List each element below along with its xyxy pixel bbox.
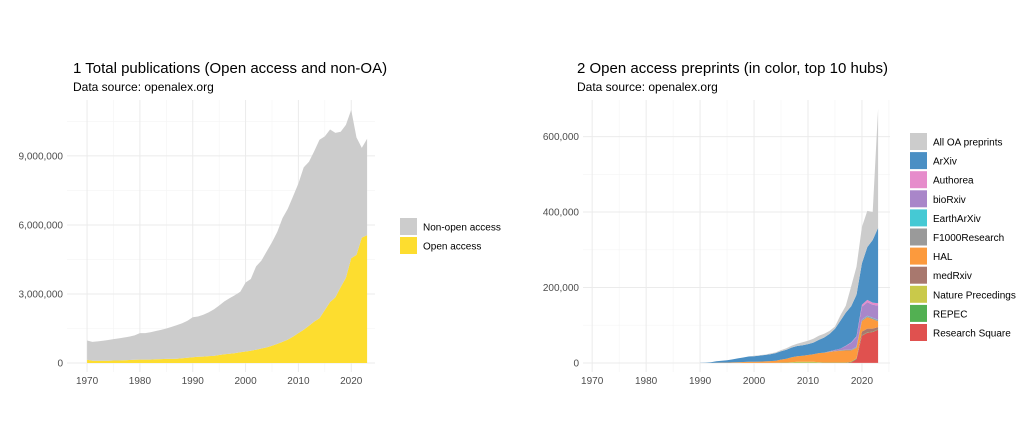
legend-label: REPEC [933,309,967,320]
x-tick-label: 2020 [340,376,363,387]
x-tick-label: 1980 [635,376,658,387]
legend-key [910,190,927,208]
legend-key [400,218,417,235]
legend-label: Open access [423,242,481,253]
x-tick-label: 2000 [234,376,257,387]
chart-title: 2 Open access preprints (in color, top 1… [577,60,888,77]
legend-key [910,228,927,246]
chart-subtitle: Data source: openalex.org [577,80,718,94]
y-tick-label: 9,000,000 [19,151,64,162]
legend-label: All OA preprints [933,138,1002,149]
legend-label: ArXiv [933,157,957,168]
legend-label: F1000Research [933,233,1004,244]
legend-key [910,171,927,189]
legend: All OA preprints ArXiv Authorea bioRxiv Eart… [910,133,1016,341]
area-research-square [700,329,879,363]
area-f1000research [700,316,879,363]
legend-label: medRxiv [933,271,972,282]
y-tick-label: 0 [57,359,63,370]
legend-key [400,237,417,254]
legend-key [910,285,927,303]
legend: Non-open access Open access [400,218,501,254]
legend-key [910,266,927,284]
x-tick-label: 1970 [76,376,99,387]
x-tick-label: 1980 [129,376,152,387]
chart-total-publications: 1 Total publications (Open access and no… [19,60,501,387]
y-tick-label: 200,000 [543,283,580,294]
chart-subtitle: Data source: openalex.org [73,80,214,94]
x-tick-label: 2010 [797,376,820,387]
legend-label: Non-open access [423,223,501,234]
area-hal [700,317,879,363]
y-tick-label: 0 [573,358,579,369]
y-tick-label: 6,000,000 [19,220,64,231]
chart-title: 1 Total publications (Open access and no… [73,60,387,77]
x-tick-label: 2000 [743,376,766,387]
legend-label: Nature Precedings [933,290,1016,301]
legend-label: HAL [933,252,953,263]
legend-key [910,209,927,227]
x-tick-label: 1990 [689,376,712,387]
y-tick-label: 3,000,000 [19,289,64,300]
y-tick-label: 600,000 [543,132,580,143]
legend-label: Research Square [933,329,1011,340]
x-tick-label: 2010 [287,376,310,387]
chart-oa-preprints: 2 Open access preprints (in color, top 1… [543,60,1016,387]
legend-label: EarthArXiv [933,214,981,225]
area-open-access [87,235,368,363]
legend-key [910,133,927,150]
area-non-open-access [87,109,368,361]
legend-key [910,304,927,322]
x-tick-label: 2020 [851,376,874,387]
legend-key [910,324,927,341]
legend-label: bioRxiv [933,195,966,206]
y-tick-label: 400,000 [543,208,580,219]
x-tick-label: 1990 [182,376,205,387]
legend-label: Authorea [933,176,974,187]
x-tick-label: 1970 [581,376,604,387]
legend-key [910,152,927,170]
legend-key [910,247,927,265]
